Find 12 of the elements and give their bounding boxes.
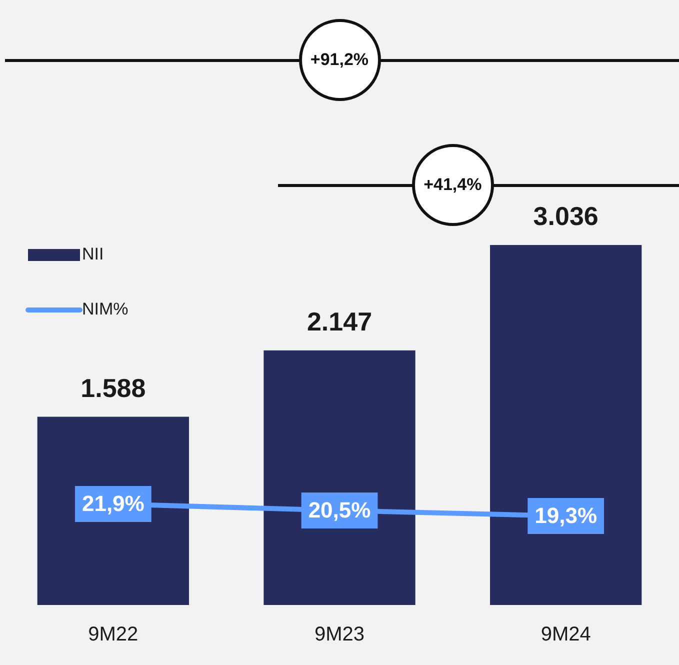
legend-label: NIM% xyxy=(82,300,128,319)
data-label: 2.147 xyxy=(306,306,372,337)
x-tick-label: 9M22 xyxy=(88,624,138,646)
data-label: 1.588 xyxy=(80,372,146,403)
data-label: 21,9% xyxy=(82,491,144,516)
x-tick-label: 9M23 xyxy=(314,624,365,646)
legend-label: NII xyxy=(82,244,104,264)
data-label: 3.036 xyxy=(533,201,598,232)
data-label: 19,3% xyxy=(534,503,598,528)
x-tick-label: 9M24 xyxy=(540,624,591,646)
data-label: 20,5% xyxy=(308,498,371,523)
badge-divider: +91,2% xyxy=(5,19,679,101)
